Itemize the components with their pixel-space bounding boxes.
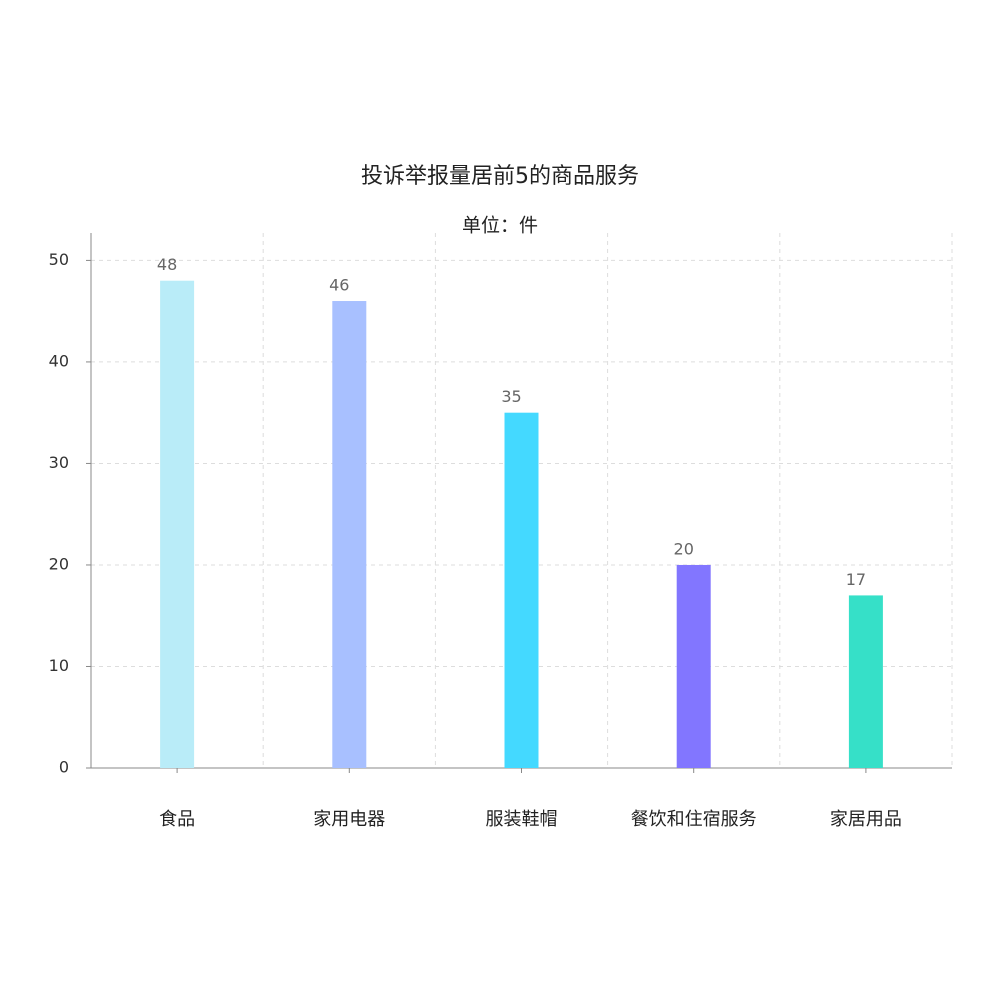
bar [504, 412, 539, 768]
x-tick-label: 家用电器 [313, 809, 385, 830]
y-tick-label: 10 [49, 656, 69, 675]
y-tick-label: 40 [49, 351, 69, 370]
chart-title: 投诉举报量居前5的商品服务 [361, 164, 639, 189]
bar [848, 595, 883, 768]
value-label: 46 [329, 276, 349, 295]
value-label: 48 [157, 255, 177, 274]
x-tick-label: 食品 [159, 809, 195, 830]
chart-subtitle: 单位：件 [462, 215, 538, 237]
y-tick-label: 50 [49, 250, 69, 269]
bar [676, 564, 711, 768]
bar [332, 301, 367, 768]
value-label: 17 [846, 570, 866, 589]
y-tick-label: 0 [59, 758, 69, 777]
y-tick-label: 20 [49, 554, 69, 573]
value-label: 20 [674, 539, 694, 558]
x-tick-label: 家居用品 [830, 809, 902, 830]
value-label: 35 [501, 387, 521, 406]
y-tick-label: 30 [49, 453, 69, 472]
x-tick-label: 餐饮和住宿服务 [631, 809, 757, 830]
x-tick-label: 服装鞋帽 [486, 809, 558, 830]
bar [160, 280, 195, 768]
